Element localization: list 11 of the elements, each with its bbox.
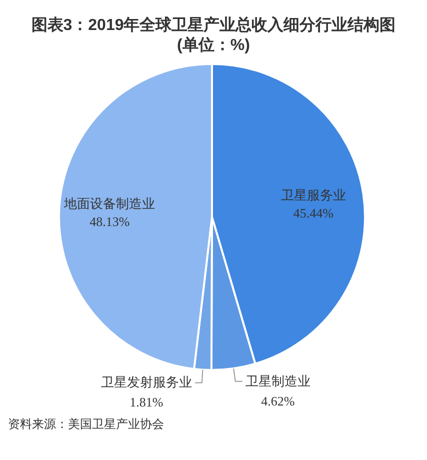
slice-label: 地面设备制造业	[63, 196, 156, 211]
data-label: 4.62%	[261, 393, 295, 408]
slice-label: 卫星服务业	[280, 187, 346, 202]
chart-title: 图表3：2019年全球卫星产业总收入细分行业结构图	[31, 16, 396, 34]
chart-subtitle: (单位：%)	[177, 36, 250, 54]
data-label: 1.81%	[130, 394, 164, 410]
data-label: 45.44%	[293, 205, 334, 220]
slice-label: 卫星制造业	[245, 373, 310, 388]
data-label: 48.13%	[90, 214, 130, 229]
text: 资料来源：美国卫星产业协会	[8, 417, 164, 431]
slice-label: 卫星发射服务业	[100, 374, 192, 390]
